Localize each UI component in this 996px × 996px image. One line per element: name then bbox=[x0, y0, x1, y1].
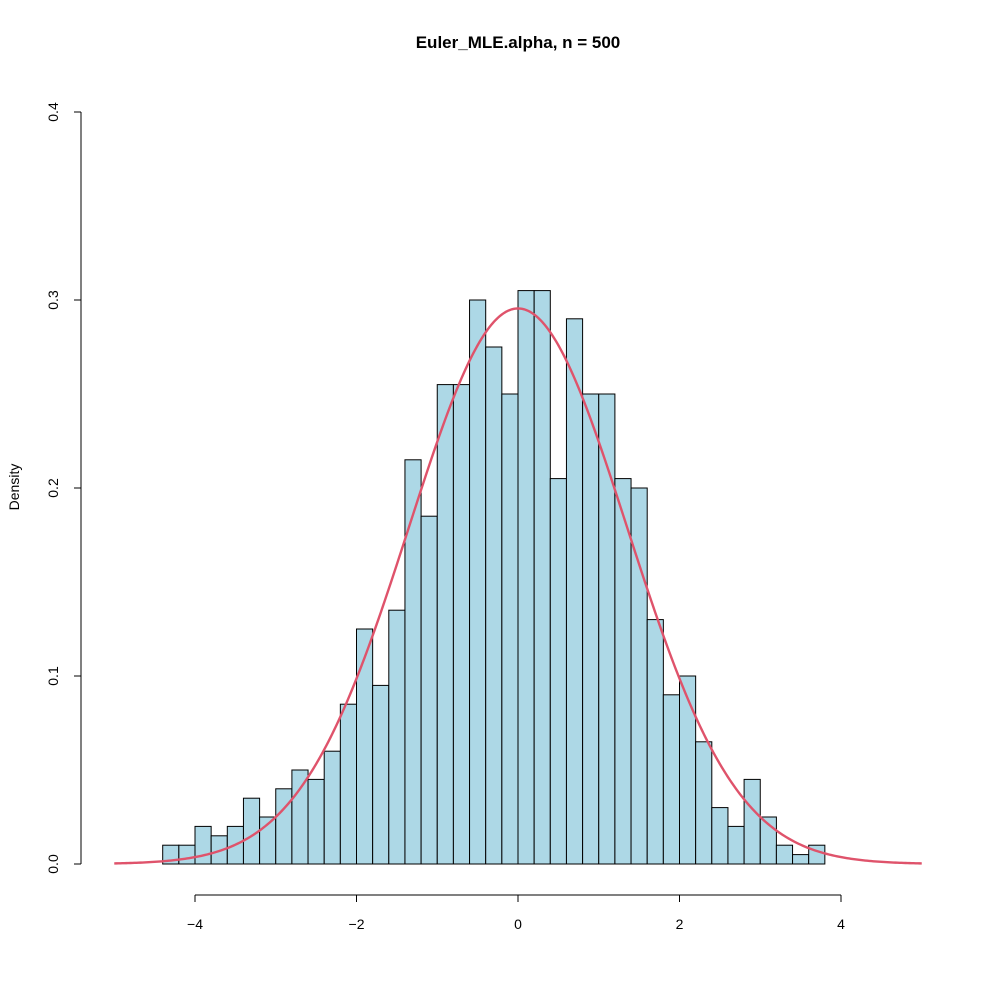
x-tick-label: 4 bbox=[837, 916, 845, 932]
histogram-bar bbox=[727, 825, 745, 865]
histogram-bar bbox=[356, 628, 374, 865]
y-tick-label: 0.0 bbox=[45, 854, 61, 874]
chart-title: Euler_MLE.alpha, n = 500 bbox=[416, 33, 621, 52]
histogram-bar bbox=[420, 515, 438, 865]
histogram-bar bbox=[517, 290, 535, 865]
x-tick-label: −2 bbox=[349, 916, 365, 932]
y-axis: 0.0 0.1 0.2 0.3 0.4 bbox=[45, 102, 82, 874]
histogram-bars bbox=[162, 290, 826, 865]
histogram-bar bbox=[662, 694, 680, 865]
histogram-bar bbox=[533, 290, 551, 865]
histogram-bar bbox=[291, 769, 309, 865]
histogram-bar bbox=[695, 741, 713, 865]
histogram-bar bbox=[178, 844, 196, 865]
y-tick-label: 0.3 bbox=[45, 290, 61, 310]
y-tick-label: 0.1 bbox=[45, 666, 61, 686]
histogram-bar bbox=[775, 844, 794, 865]
x-tick-label: −4 bbox=[187, 916, 203, 932]
histogram-bar bbox=[501, 393, 519, 865]
histogram-bar bbox=[565, 318, 584, 865]
histogram-bar bbox=[614, 478, 632, 865]
x-tick-label: 0 bbox=[514, 916, 522, 932]
histogram-bar bbox=[679, 675, 697, 865]
histogram-bar bbox=[275, 788, 293, 865]
y-tick-label: 0.4 bbox=[45, 102, 61, 122]
x-axis: −4 −2 0 2 4 bbox=[187, 894, 845, 932]
histogram-bar bbox=[323, 750, 341, 865]
y-axis-label: Density bbox=[6, 464, 22, 511]
histogram-bar bbox=[404, 459, 422, 865]
x-tick-label: 2 bbox=[676, 916, 684, 932]
histogram-bar bbox=[372, 684, 390, 865]
histogram-bar bbox=[436, 384, 454, 865]
histogram-bar bbox=[388, 609, 406, 865]
histogram-bar bbox=[452, 384, 471, 865]
y-tick-label: 0.2 bbox=[45, 478, 61, 498]
histogram-bar bbox=[743, 778, 761, 865]
histogram-bar bbox=[339, 703, 358, 865]
histogram-bar bbox=[549, 478, 567, 865]
density-curve bbox=[114, 307, 922, 865]
histogram-bar bbox=[582, 393, 600, 865]
histogram-bar bbox=[469, 299, 487, 865]
histogram-bar bbox=[485, 346, 503, 865]
histogram-bar bbox=[194, 825, 212, 865]
histogram-bar bbox=[792, 854, 810, 865]
histogram-bar bbox=[646, 619, 664, 865]
histogram-bar bbox=[711, 807, 729, 865]
histogram-bar bbox=[307, 778, 325, 865]
